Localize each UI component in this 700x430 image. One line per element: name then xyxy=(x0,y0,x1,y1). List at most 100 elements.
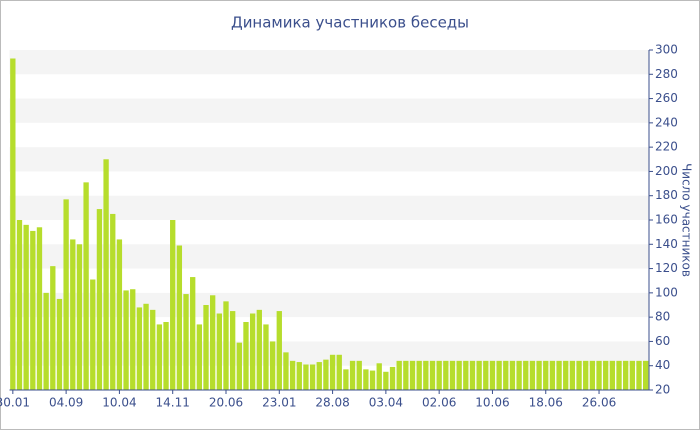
grid-band xyxy=(9,147,649,172)
bar xyxy=(130,289,136,390)
grid-band xyxy=(9,244,649,269)
bar xyxy=(236,342,242,390)
y-tick-label: 300 xyxy=(655,43,678,57)
bar xyxy=(336,354,342,390)
bar xyxy=(83,182,89,390)
bar xyxy=(389,366,396,390)
bar xyxy=(516,360,522,390)
bar xyxy=(449,360,456,390)
y-tick-label: 80 xyxy=(655,310,670,324)
x-tick-label: 10.04 xyxy=(102,396,136,410)
bar xyxy=(523,360,529,390)
bar xyxy=(276,311,282,390)
bar xyxy=(363,369,369,390)
bar xyxy=(309,364,316,390)
bar xyxy=(36,227,43,390)
x-tick-label: 14.11 xyxy=(156,396,190,410)
bar xyxy=(536,360,542,390)
bar xyxy=(123,290,129,390)
bar xyxy=(429,360,436,390)
bar xyxy=(110,213,116,390)
bar xyxy=(170,220,176,390)
bar xyxy=(263,324,269,390)
bar xyxy=(256,309,262,390)
bar xyxy=(30,230,36,390)
bar xyxy=(303,364,309,390)
bar xyxy=(96,209,103,390)
bar xyxy=(563,360,569,390)
x-tick-label: 03.04 xyxy=(369,396,403,410)
y-tick-label: 240 xyxy=(655,115,678,129)
y-axis-label: Число участников xyxy=(680,163,694,277)
bar xyxy=(283,352,289,390)
bar xyxy=(116,239,123,390)
bar xyxy=(556,360,562,390)
bar xyxy=(243,322,249,390)
y-tick-label: 100 xyxy=(655,285,678,299)
x-tick-label: 28.08 xyxy=(315,396,349,410)
y-tick-label: 180 xyxy=(655,188,678,202)
bar xyxy=(10,58,16,390)
grid-bands xyxy=(9,50,649,366)
bar xyxy=(76,244,83,390)
bar xyxy=(643,360,649,390)
bar xyxy=(210,295,216,390)
grid-band xyxy=(9,50,649,75)
x-tick-label: 30.01 xyxy=(0,396,30,410)
bar xyxy=(409,360,416,390)
bar xyxy=(103,159,109,390)
y-tick-label: 260 xyxy=(655,91,678,105)
y-tick-label: 160 xyxy=(655,213,678,227)
bar xyxy=(316,362,322,390)
bar xyxy=(356,360,362,390)
y-tick-label: 200 xyxy=(655,164,678,178)
bar xyxy=(156,324,163,390)
bar xyxy=(136,307,143,390)
y-tick-label: 40 xyxy=(655,358,670,372)
bar xyxy=(63,199,69,390)
bar xyxy=(216,313,223,390)
bar xyxy=(469,360,476,390)
bar xyxy=(376,363,382,390)
grid-band xyxy=(9,341,649,366)
bar xyxy=(609,360,616,390)
bar xyxy=(583,360,589,390)
bar xyxy=(476,360,482,390)
bar xyxy=(43,292,49,390)
y-tick-label: 140 xyxy=(655,237,678,251)
bar xyxy=(483,360,489,390)
bar xyxy=(629,360,636,390)
bar xyxy=(569,360,576,390)
bar xyxy=(50,266,56,390)
x-tick-label: 20.06 xyxy=(209,396,243,410)
bar xyxy=(463,360,469,390)
bar xyxy=(269,341,276,390)
bar xyxy=(576,360,582,390)
bar xyxy=(423,360,429,390)
x-tick-label: 18.06 xyxy=(529,396,563,410)
bar xyxy=(296,362,302,390)
grid-band xyxy=(9,98,649,123)
bar xyxy=(343,369,349,390)
bar xyxy=(196,324,203,390)
bar xyxy=(396,360,402,390)
x-tick-label: 26.06 xyxy=(582,396,616,410)
bar xyxy=(529,360,536,390)
grid-band xyxy=(9,195,649,220)
bar xyxy=(489,360,496,390)
bar xyxy=(349,360,356,390)
x-tick-label: 04.09 xyxy=(49,396,83,410)
y-tick-label: 280 xyxy=(655,67,678,81)
bar xyxy=(90,279,96,390)
y-tick-label: 60 xyxy=(655,334,670,348)
y-tick-label: 20 xyxy=(655,383,670,397)
bar xyxy=(636,360,642,390)
bar xyxy=(383,371,389,390)
x-tick-label: 10.06 xyxy=(475,396,509,410)
bar xyxy=(416,360,422,390)
bar xyxy=(596,360,602,390)
bar xyxy=(603,360,609,390)
bar xyxy=(329,354,336,390)
